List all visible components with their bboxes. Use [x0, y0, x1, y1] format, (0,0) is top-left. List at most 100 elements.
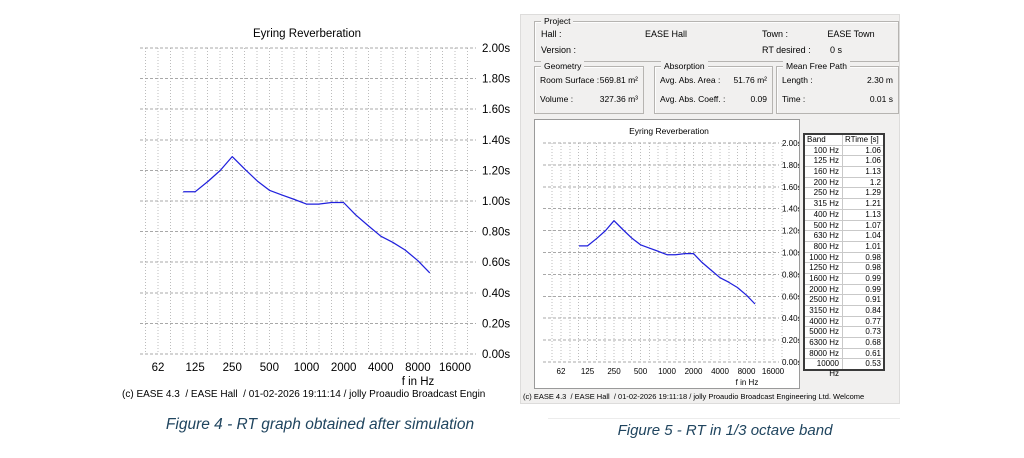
volume-label: Volume :: [540, 94, 574, 104]
band-cell: 1600 Hz: [805, 273, 843, 284]
table-row[interactable]: 315 Hz 1.21: [805, 198, 883, 209]
rtime-cell: 1.07: [865, 220, 881, 230]
table-row[interactable]: 1600 Hz 0.99: [805, 272, 883, 284]
x-tick-label: 62: [152, 362, 165, 374]
rtime-cell: 0.53: [865, 359, 881, 369]
y-tick-label: 0.20s: [782, 336, 799, 345]
rt-desired-label: RT desired :: [762, 45, 811, 55]
rtime-cell: 0.99: [865, 284, 881, 294]
band-cell: 500 Hz: [805, 220, 843, 231]
table-row[interactable]: 250 Hz 1.29: [805, 187, 883, 199]
chart-title: Eyring Reverberation: [253, 28, 361, 40]
table-row[interactable]: 100 Hz 1.06: [805, 144, 883, 156]
band-cell: 125 Hz: [805, 156, 843, 167]
y-tick-label: 2.00s: [782, 139, 799, 148]
figure4-caption: Figure 4 - RT graph obtained after simul…: [165, 416, 475, 433]
table-row[interactable]: 400 Hz 1.13: [805, 208, 883, 220]
rtime-cell: 1.04: [865, 231, 881, 241]
rtime-cell: 0.73: [865, 327, 881, 337]
band-cell: 630 Hz: [805, 231, 843, 241]
table-header-row: Band RTime [s]: [805, 135, 883, 145]
x-axis-title: f in Hz: [402, 376, 435, 386]
hall-label: Hall :: [541, 29, 562, 39]
room-surface-label: Room Surface :: [540, 75, 600, 85]
x-tick-label: 125: [186, 362, 205, 374]
rtime-cell: 0.77: [865, 316, 881, 326]
absorption-legend: Absorption: [661, 61, 708, 71]
band-cell: 800 Hz: [805, 241, 843, 252]
band-cell: 8000 Hz: [805, 348, 843, 359]
y-tick-label: 2.00s: [482, 43, 510, 55]
x-tick-label: 4000: [368, 362, 394, 374]
table-row[interactable]: 2500 Hz 0.91: [805, 294, 883, 305]
table-row[interactable]: 200 Hz 1.2: [805, 176, 883, 188]
table-row[interactable]: 160 Hz 1.13: [805, 166, 883, 177]
rtime-cell: 0.68: [865, 338, 881, 348]
y-tick-label: 0.00s: [782, 358, 799, 367]
table-row[interactable]: 630 Hz 1.04: [805, 230, 883, 241]
table-row[interactable]: 10000 Hz 0.53: [805, 358, 883, 378]
rtime-cell: 0.98: [865, 252, 881, 262]
y-tick-label: 0.20s: [482, 318, 510, 330]
y-tick-label: 1.20s: [482, 165, 510, 177]
band-cell: 250 Hz: [805, 188, 843, 199]
x-tick-label: 1000: [294, 362, 320, 374]
rt-band-table: Band RTime [s] 100 Hz 1.06 125 Hz 1.06 160 Hz 1…: [803, 133, 885, 378]
band-cell: 6300 Hz: [805, 338, 843, 348]
band-cell: 1000 Hz: [805, 252, 843, 263]
town-value: EASE Town: [827, 29, 875, 39]
avg-abs-coeff-value: 0.09: [750, 94, 767, 104]
table-row[interactable]: 3150 Hz 0.84: [805, 305, 883, 316]
y-tick-label: 1.20s: [782, 227, 799, 236]
table-row[interactable]: 8000 Hz 0.61: [805, 347, 883, 359]
avg-abs-coeff-label: Avg. Abs. Coeff. :: [660, 94, 726, 104]
table-row[interactable]: 125 Hz 1.06: [805, 155, 883, 167]
project-groupbox: Project Hall : EASE Hall Town : EASE Tow…: [534, 16, 899, 62]
y-tick-label: 1.40s: [482, 135, 510, 147]
rtime-cell: 1.06: [865, 145, 881, 155]
y-tick-label: 1.00s: [482, 196, 510, 208]
rt-desired-value: 0 s: [829, 45, 842, 55]
y-tick-label: 1.40s: [782, 205, 799, 214]
rtime-cell: 1.06: [865, 156, 881, 166]
mean-free-path-legend: Mean Free Path: [783, 61, 850, 71]
band-cell: 400 Hz: [805, 209, 843, 220]
table-row[interactable]: 2000 Hz 0.99: [805, 283, 883, 295]
rt-curve: [579, 220, 756, 305]
table-row[interactable]: 5000 Hz 0.73: [805, 326, 883, 338]
y-tick-label: 1.00s: [782, 249, 799, 258]
table-row[interactable]: 6300 Hz 0.68: [805, 337, 883, 348]
table-row[interactable]: 1250 Hz 0.98: [805, 262, 883, 273]
rtime-cell: 1.01: [865, 241, 881, 251]
table-row[interactable]: 500 Hz 1.07: [805, 219, 883, 231]
graph-panel: 2.00s 1.80s 1.60s 1.40s 1.20s 1.00s 0.80s 0.60s…: [534, 119, 802, 389]
x-tick-label: 62: [557, 367, 566, 376]
x-tick-label: 125: [581, 367, 595, 376]
x-tick-label: 2000: [331, 362, 357, 374]
divider: [548, 418, 900, 419]
geometry-groupbox: Geometry Room Surface : 569.81 m² Volume…: [534, 61, 644, 114]
absorption-groupbox: Absorption Avg. Abs. Area : 51.76 m² Avg…: [654, 61, 773, 114]
time-label: Time :: [782, 94, 806, 104]
band-cell: 1250 Hz: [805, 263, 843, 273]
band-cell: 160 Hz: [805, 167, 843, 177]
band-cell: 200 Hz: [805, 177, 843, 188]
room-surface-value: 569.81 m²: [599, 75, 638, 85]
length-label: Length :: [782, 75, 813, 85]
rtime-cell: 0.99: [865, 273, 881, 283]
band-cell: 2500 Hz: [805, 295, 843, 305]
y-tick-label: 0.40s: [482, 288, 510, 300]
rt-chart-figure5: 2.00s 1.80s 1.60s 1.40s 1.20s 1.00s 0.80s 0.60s…: [543, 126, 802, 387]
x-tick-label: 250: [223, 362, 242, 374]
table-row[interactable]: 800 Hz 1.01: [805, 240, 883, 252]
y-tick-label: 1.80s: [482, 74, 510, 86]
chart-credit-line: (c) EASE 4.3 / EASE Hall / 01-02-2026 19…: [122, 389, 486, 400]
table-row[interactable]: 1000 Hz 0.98: [805, 251, 883, 263]
band-cell: 4000 Hz: [805, 316, 843, 327]
y-tick-label: 0.40s: [782, 314, 799, 323]
x-tick-label: 4000: [711, 367, 729, 376]
x-axis-title: f in Hz: [736, 378, 759, 387]
table-row[interactable]: 4000 Hz 0.77: [805, 315, 883, 327]
y-tick-label: 1.80s: [782, 161, 799, 170]
